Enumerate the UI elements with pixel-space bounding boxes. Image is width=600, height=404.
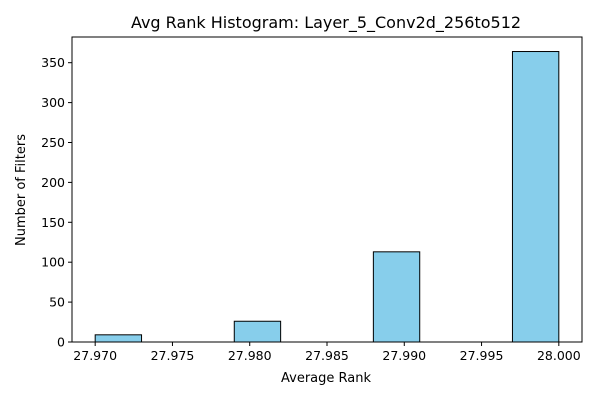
y-axis-label: Number of Filters xyxy=(14,134,29,246)
y-tick-label: 200 xyxy=(41,175,65,190)
y-tick-label: 250 xyxy=(41,135,65,150)
x-tick-label: 28.000 xyxy=(537,348,581,363)
x-tick-label: 27.985 xyxy=(305,348,349,363)
y-tick-label: 50 xyxy=(49,295,65,310)
x-tick-label: 27.995 xyxy=(460,348,504,363)
x-tick-label: 27.970 xyxy=(73,348,117,363)
y-tick-label: 300 xyxy=(41,95,65,110)
chart-title: Avg Rank Histogram: Layer_5_Conv2d_256to… xyxy=(131,13,521,33)
axes-group xyxy=(71,36,583,343)
y-tick-label: 350 xyxy=(41,55,65,70)
x-ticks-group: 27.970 27.975 27.980 27.985 27.990 27.995 28.0… xyxy=(73,342,581,363)
x-axis-label: Average Rank xyxy=(281,371,371,386)
x-tick-label: 27.990 xyxy=(382,348,426,363)
histogram-bar-9 xyxy=(511,51,560,343)
y-tick-label: 0 xyxy=(57,335,65,350)
histogram-bar-3 xyxy=(233,320,282,343)
histogram-bar-6 xyxy=(372,251,421,343)
y-ticks-group: 0 50 100 150 200 250 300 350 xyxy=(41,55,72,350)
y-tick-label: 150 xyxy=(41,215,65,230)
histogram-bar-0 xyxy=(94,334,143,343)
plot-frame xyxy=(71,36,583,343)
bars-group xyxy=(94,51,560,343)
x-tick-label: 27.980 xyxy=(228,348,272,363)
y-tick-label: 100 xyxy=(41,255,65,270)
x-tick-label: 27.975 xyxy=(151,348,195,363)
